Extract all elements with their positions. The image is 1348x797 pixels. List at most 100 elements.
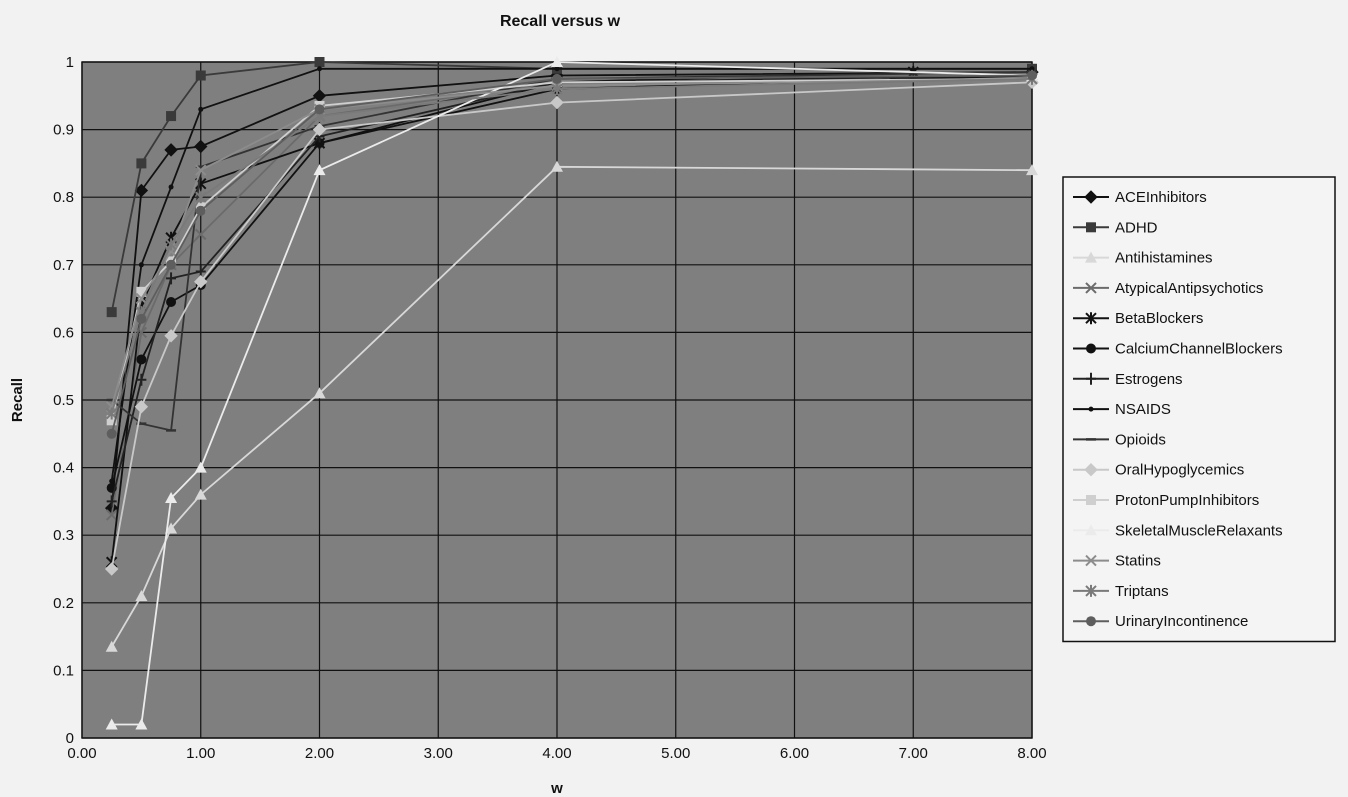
legend-label: NSAIDS <box>1115 401 1171 418</box>
legend-marker <box>1086 372 1096 385</box>
y-tick-label: 0.3 <box>53 527 74 544</box>
data-point <box>195 70 206 81</box>
data-point <box>165 522 178 534</box>
data-point <box>136 373 147 386</box>
data-point <box>135 718 148 730</box>
data-point <box>106 495 117 508</box>
legend-item: Antihistamines <box>1073 250 1213 267</box>
data-point <box>198 106 204 112</box>
legend-marker <box>1085 312 1097 325</box>
legend-label: Opioids <box>1115 431 1166 448</box>
data-point <box>194 274 208 289</box>
data-point <box>314 57 325 67</box>
y-tick-label: 0 <box>66 730 74 747</box>
x-tick-label: 7.00 <box>899 745 928 762</box>
legend-item: ACEInhibitors <box>1073 189 1207 206</box>
legend-marker <box>1086 616 1096 627</box>
data-point <box>194 139 208 154</box>
data-point <box>314 138 325 149</box>
legend-label: CalciumChannelBlockers <box>1115 341 1283 358</box>
legend: ACEInhibitors ADHD Antihistamines AtypicalA… <box>1062 176 1336 643</box>
y-tick-label: 0.8 <box>53 189 74 206</box>
data-point <box>166 259 177 270</box>
y-axis-title: Recall <box>9 378 26 422</box>
data-point <box>104 562 119 576</box>
x-tick-label: 0.00 <box>67 745 96 762</box>
legend-item: CalciumChannelBlockers <box>1073 341 1283 358</box>
data-point <box>194 461 207 473</box>
data-point <box>106 428 117 439</box>
data-point <box>1026 164 1038 176</box>
data-point <box>109 478 115 484</box>
legend-label: Estrogens <box>1115 371 1183 388</box>
data-point <box>136 286 147 297</box>
legend-label: ACEInhibitors <box>1115 189 1207 206</box>
legend-label: ADHD <box>1115 219 1158 236</box>
data-point <box>134 183 149 198</box>
legend-marker <box>1086 222 1096 233</box>
legend-item: SkeletalMuscleRelaxants <box>1073 522 1283 539</box>
y-tick-label: 0.7 <box>53 257 74 274</box>
data-point <box>552 73 562 84</box>
data-point <box>1027 70 1037 81</box>
legend-marker <box>1085 282 1097 294</box>
data-point <box>105 640 118 652</box>
data-point <box>551 160 563 172</box>
data-point <box>138 262 144 268</box>
legend-item: AtypicalAntipsychotics <box>1073 280 1263 297</box>
legend-marker <box>1085 251 1097 263</box>
data-point <box>194 488 207 500</box>
x-tick-label: 1.00 <box>186 745 215 762</box>
data-point <box>136 313 147 324</box>
legend-item: NSAIDS <box>1073 401 1171 418</box>
y-tick-label: 0.5 <box>53 392 74 409</box>
legend-marker <box>1085 524 1097 536</box>
data-point <box>313 387 326 399</box>
data-point <box>106 307 117 318</box>
data-point <box>313 164 326 176</box>
legend-marker <box>1085 554 1097 567</box>
data-point <box>168 184 174 190</box>
x-tick-label: 8.00 <box>1017 745 1046 762</box>
data-point <box>135 292 148 305</box>
data-point <box>165 492 178 504</box>
data-point <box>135 590 148 602</box>
x-tick-label: 3.00 <box>424 745 453 762</box>
x-tick-label: 2.00 <box>305 745 334 762</box>
y-tick-label: 1 <box>66 54 74 71</box>
y-tick-label: 0.2 <box>53 595 74 612</box>
series-UrinaryIncontinence <box>106 70 1037 439</box>
legend-item: Triptans <box>1073 583 1169 600</box>
data-point <box>164 329 178 343</box>
series-NSAIDS <box>109 66 1035 484</box>
data-point <box>195 205 206 216</box>
data-point <box>312 122 327 137</box>
data-point <box>314 104 325 115</box>
legend-label: Antihistamines <box>1115 250 1213 267</box>
data-point <box>106 415 117 426</box>
x-tick-label: 6.00 <box>780 745 809 762</box>
data-point <box>134 400 149 414</box>
data-point <box>164 143 178 157</box>
legend-label: BetaBlockers <box>1115 310 1203 327</box>
tick-labels: 0 0.1 0.2 0.3 0.4 0.5 0.6 0.7 0.8 0.9 1 0.00 1.00 2.0… <box>53 54 1046 762</box>
data-point <box>195 228 207 241</box>
y-tick-label: 0.1 <box>53 662 74 679</box>
legend-label: Statins <box>1115 553 1161 570</box>
legend-item: UrinaryIncontinence <box>1073 613 1248 630</box>
data-point <box>136 158 147 169</box>
legend-item: ADHD <box>1073 219 1158 236</box>
data-point <box>195 191 207 204</box>
x-tick-label: 4.00 <box>542 745 571 762</box>
data-point <box>195 164 207 176</box>
y-tick-label: 0.6 <box>53 324 74 341</box>
data-point <box>551 56 563 67</box>
legend-marker <box>1084 190 1098 204</box>
data-point <box>551 83 563 96</box>
series-OralHypoglycemics <box>104 75 1039 576</box>
legend-marker <box>1088 406 1094 412</box>
y-tick-label: 0.9 <box>53 122 74 139</box>
data-point <box>105 509 118 521</box>
legend-marker <box>1086 343 1096 354</box>
